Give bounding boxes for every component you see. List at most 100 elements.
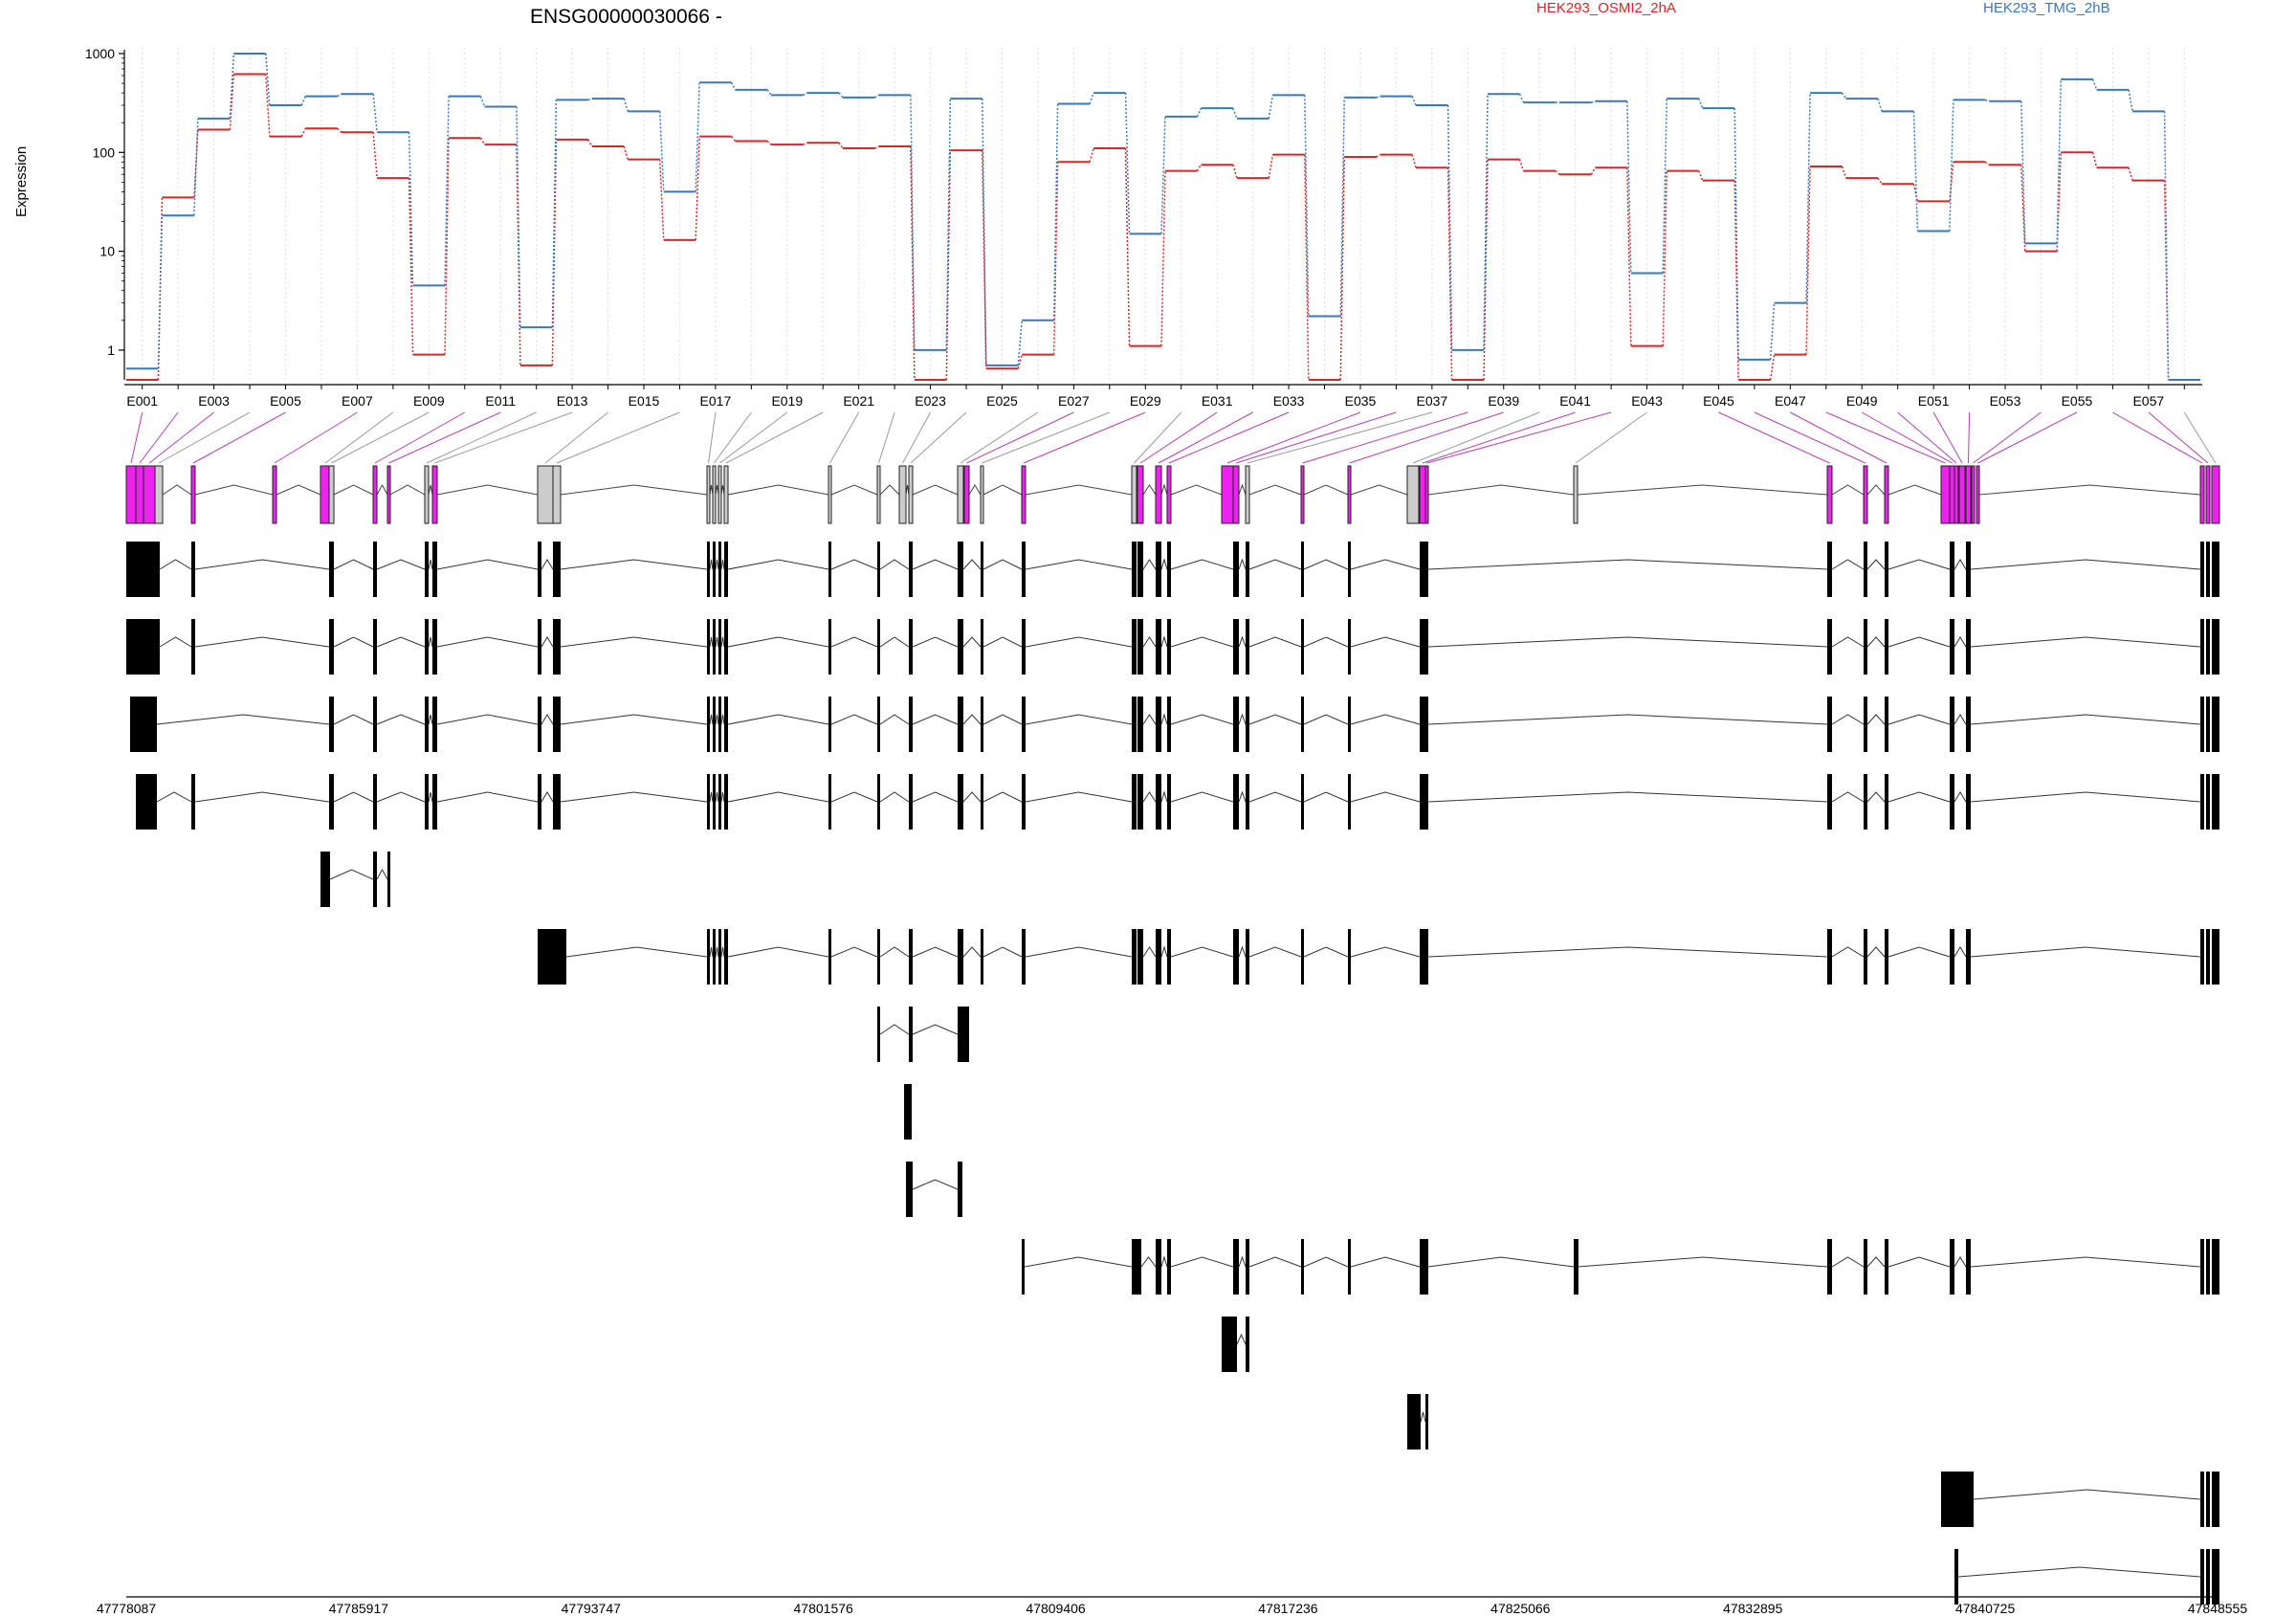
transcript-intron xyxy=(1427,559,1828,570)
intron xyxy=(1866,484,1886,496)
series-connector xyxy=(2128,89,2133,112)
transcript-intron xyxy=(1578,1256,1828,1268)
intron xyxy=(879,484,900,496)
genomic-tick-label: 47817236 xyxy=(1258,1601,1318,1616)
transcript-intron xyxy=(436,791,539,803)
intron xyxy=(968,484,982,496)
transcript-intron xyxy=(830,559,878,570)
exon-connector xyxy=(960,411,1039,464)
exon-connector xyxy=(192,411,286,464)
transcript-intron xyxy=(1170,714,1234,725)
transcript-intron xyxy=(1970,946,2201,958)
transcript-intron xyxy=(912,791,959,803)
transcript-exon xyxy=(1885,697,1888,752)
transcript-exon xyxy=(2212,1239,2219,1295)
gene-model-exon xyxy=(1954,465,1959,524)
transcript-exon xyxy=(1022,1239,1025,1295)
gene-model-exon xyxy=(1949,465,1955,524)
intron xyxy=(727,484,829,496)
transcript-exon xyxy=(707,929,710,985)
transcript-exon xyxy=(1301,697,1304,752)
exon-connector xyxy=(1226,411,1361,464)
transcript-intron xyxy=(1831,559,1865,570)
transcript-exon xyxy=(981,697,983,752)
series-connector xyxy=(1124,148,1131,346)
exon-connector xyxy=(910,411,967,464)
series-connector xyxy=(1483,94,1489,350)
transcript-exon xyxy=(1348,697,1351,752)
exon-connector xyxy=(139,411,179,464)
intron xyxy=(1142,484,1157,496)
exon-label: E037 xyxy=(1417,393,1448,409)
transcript-intron xyxy=(720,636,725,648)
transcript-exon xyxy=(713,929,716,985)
transcript-exon xyxy=(1574,1239,1578,1295)
transcript-exon xyxy=(1950,619,1954,675)
transcript-intron xyxy=(376,714,426,725)
transcript-exon xyxy=(1156,774,1161,830)
series-connector xyxy=(1769,354,1776,381)
series-connector xyxy=(1805,93,1811,303)
transcript-intron xyxy=(982,636,1023,648)
transcript-exon xyxy=(432,619,437,675)
series-connector xyxy=(300,127,306,137)
transcript-exon xyxy=(1132,1239,1141,1295)
gene-model-exon xyxy=(1155,465,1162,524)
intron xyxy=(436,484,539,496)
series-2 xyxy=(126,53,2200,381)
transcript-intron xyxy=(1303,1256,1349,1268)
transcript-exon xyxy=(828,542,831,597)
transcript-intron xyxy=(1954,791,1967,803)
series-connector xyxy=(982,99,987,365)
transcript-exon xyxy=(373,852,377,907)
transcript-exon xyxy=(909,774,913,830)
transcript-intron xyxy=(1954,946,1967,958)
exon-connector xyxy=(2112,411,2203,464)
transcript-exon xyxy=(1156,929,1161,985)
exon-connector xyxy=(1825,411,1946,464)
exon-connector xyxy=(1023,411,1146,464)
transcript-intron xyxy=(1303,636,1349,648)
exon-label: E017 xyxy=(700,393,732,409)
transcript-exon xyxy=(1156,697,1161,752)
transcript-intron xyxy=(560,791,708,803)
exon-connector xyxy=(1973,411,2042,464)
transcript-exon xyxy=(1954,1549,1958,1605)
transcript-exon xyxy=(1348,1239,1351,1295)
exon-connector xyxy=(1718,411,1830,464)
transcript-intron xyxy=(830,791,878,803)
transcript-exon xyxy=(1420,1239,1425,1295)
transcript-intron xyxy=(1170,791,1234,803)
transcript-exon xyxy=(1420,774,1425,830)
exon-label: E049 xyxy=(1846,393,1878,409)
transcript-intron xyxy=(982,791,1023,803)
exon-connector xyxy=(1426,411,1612,464)
transcript-intron xyxy=(1954,714,1967,725)
transcript-intron xyxy=(879,559,910,570)
transcript-intron xyxy=(1303,791,1349,803)
transcript-intron xyxy=(879,714,910,725)
transcript-intron xyxy=(541,791,554,803)
transcript-exon xyxy=(958,1162,962,1217)
series-connector xyxy=(910,95,916,350)
transcript-intron xyxy=(727,946,829,958)
series-connector xyxy=(1769,302,1776,360)
transcript-exon xyxy=(1420,929,1425,985)
exon-connector xyxy=(2183,411,2217,464)
transcript-exon xyxy=(2200,1549,2204,1605)
transcript-track xyxy=(136,774,2219,830)
exon-label: E035 xyxy=(1345,393,1377,409)
exon-connector xyxy=(324,411,394,464)
series-connector xyxy=(1304,154,1310,381)
transcript-intron xyxy=(912,1024,959,1035)
series-connector xyxy=(265,53,271,106)
genomic-tick-label: 47840725 xyxy=(1955,1601,2016,1616)
transcript-exon xyxy=(1950,774,1954,830)
transcript-exon xyxy=(724,542,728,597)
transcript-track xyxy=(1222,1317,1249,1372)
transcript-intron xyxy=(1024,1256,1133,1268)
series-connector xyxy=(479,96,486,107)
transcript-intron xyxy=(1142,946,1157,958)
intron xyxy=(1978,484,2201,496)
